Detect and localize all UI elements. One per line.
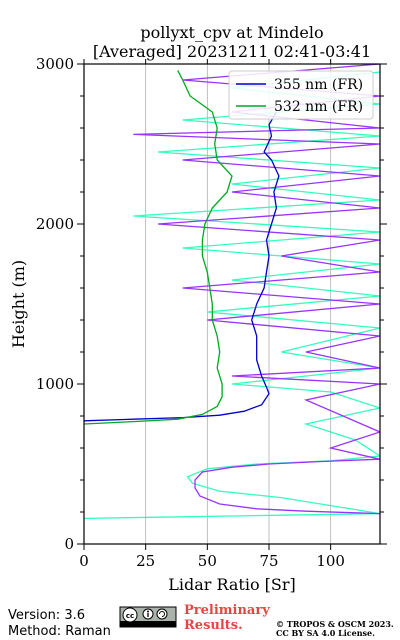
series-line-2 [133,64,380,515]
y-tick-label: 0 [64,535,74,553]
y-tick-label: 1000 [36,375,74,393]
series-line-3 [84,71,380,520]
x-tick-label: 100 [316,552,345,570]
x-tick-label: 25 [136,552,155,570]
x-tick-label: 75 [259,552,278,570]
x-tick-label: 50 [198,552,217,570]
legend-label-355: 355 nm (FR) [274,77,363,93]
x-axis-label: Lidar Ratio [Sr] [168,575,296,594]
preliminary-line-2: Results. [184,618,243,633]
legend: 355 nm (FR) 532 nm (FR) [228,70,374,120]
copyright-line-1: © TROPOS & OSCM 2023. [276,619,394,629]
series-line-0 [84,111,280,422]
legend-box [228,70,374,120]
series-line-1 [84,70,233,425]
svg-text:cc: cc [126,612,134,620]
y-tick-label: 3000 [36,55,74,73]
chart-subtitle: [Averaged] 20231211 02:41-03:41 [93,42,371,61]
copyright-line-2: CC BY SA 4.0 License. [276,628,375,638]
legend-label-532: 532 nm (FR) [274,99,363,115]
series-group [84,64,380,520]
cc-by-sa-badge: cc [119,606,177,628]
version-text: Version: 3.6 [8,608,85,623]
plot-frame [83,63,381,545]
x-tick-label: 0 [79,552,89,570]
y-axis-label: Height (m) [9,260,28,348]
preliminary-line-1: Preliminary [184,603,270,618]
chart-title: pollyxt_cpv at Mindelo [140,23,323,42]
method-text: Method: Raman [8,624,111,639]
y-tick-label: 2000 [36,215,74,233]
